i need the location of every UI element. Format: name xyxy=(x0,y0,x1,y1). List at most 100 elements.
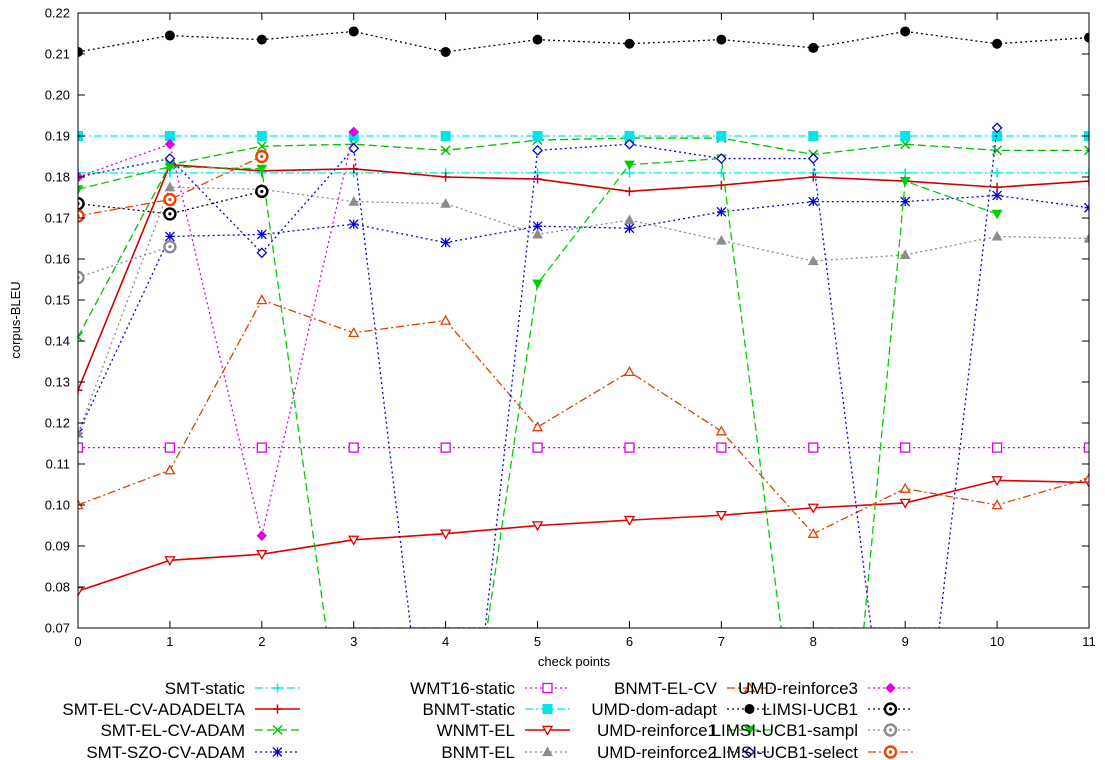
data-point xyxy=(532,131,543,141)
x-tick-label: 2 xyxy=(258,634,265,649)
data-point xyxy=(716,235,727,245)
data-point xyxy=(348,142,360,154)
legend-item: BNMT-EL-CV xyxy=(614,679,772,698)
legend-marker xyxy=(272,724,283,736)
data-point xyxy=(624,442,635,453)
series-line xyxy=(78,479,1089,592)
legend-label: SMT-EL-CV-ADAM xyxy=(100,721,245,740)
data-point xyxy=(1083,145,1089,156)
series-5 xyxy=(78,131,1089,141)
data-point xyxy=(624,223,635,234)
x-tick-label: 11 xyxy=(1082,634,1096,649)
series-2 xyxy=(78,133,1089,342)
data-point xyxy=(808,442,819,453)
data-point xyxy=(900,196,911,207)
y-tick-label: 0.21 xyxy=(45,47,70,62)
legend-item: UMD-reinforce1 xyxy=(597,721,772,740)
data-point xyxy=(164,231,175,242)
legend-label: SMT-static xyxy=(165,679,246,698)
legend-item: UMD-reinforce3 xyxy=(738,679,913,698)
data-point xyxy=(991,499,1003,510)
series-line xyxy=(78,155,263,217)
data-point xyxy=(348,535,360,546)
series-13 xyxy=(78,184,269,221)
legend-label: BNMT-static xyxy=(422,700,515,719)
legend-marker xyxy=(273,683,282,693)
data-point xyxy=(348,126,359,138)
y-tick-label: 0.12 xyxy=(45,416,70,431)
data-point xyxy=(348,26,359,37)
series-6 xyxy=(78,476,1089,597)
series-15 xyxy=(78,149,269,223)
legend-label: UMD-reinforce1 xyxy=(597,721,717,740)
series-line xyxy=(78,127,998,628)
data-point xyxy=(256,229,267,240)
legend-label: LIMSI-UCB1 xyxy=(763,700,858,719)
data-point xyxy=(78,168,83,178)
data-point xyxy=(623,515,636,527)
data-point xyxy=(532,221,543,232)
y-tick-label: 0.11 xyxy=(46,457,70,472)
data-point xyxy=(532,34,543,45)
data-point xyxy=(256,247,268,259)
data-point xyxy=(715,511,727,522)
legend-marker xyxy=(883,723,898,737)
series-4 xyxy=(78,442,1089,453)
data-point xyxy=(992,182,1002,192)
series-12 xyxy=(78,126,359,541)
data-point xyxy=(78,385,83,395)
legend-marker xyxy=(743,682,756,693)
legend-label: SMT-EL-CV-ADADELTA xyxy=(62,700,245,719)
y-tick-label: 0.18 xyxy=(45,170,70,185)
data-point xyxy=(900,26,911,37)
x-axis-label: check points xyxy=(538,654,611,669)
x-tick-label: 6 xyxy=(626,634,633,649)
legend-label: UMD-reinforce3 xyxy=(738,679,858,698)
legend-marker xyxy=(744,704,755,714)
legend-label: LIMSI-UCB1-select xyxy=(713,743,859,760)
series-line xyxy=(78,186,1089,434)
data-point xyxy=(164,556,176,567)
data-point xyxy=(256,141,267,152)
data-point xyxy=(716,442,727,453)
legend-item: LIMSI-UCB1-select xyxy=(713,743,913,760)
data-point xyxy=(991,209,1003,220)
legend-item: SMT-SZO-CV-ADAM xyxy=(86,743,300,760)
data-point xyxy=(440,529,452,540)
data-point xyxy=(440,46,451,57)
data-point xyxy=(716,206,727,217)
data-point xyxy=(532,442,543,453)
legend-marker xyxy=(744,746,755,758)
data-point xyxy=(624,160,635,171)
y-tick-label: 0.15 xyxy=(45,293,70,308)
legend-item: SMT-static xyxy=(165,679,300,698)
data-point xyxy=(163,207,177,221)
data-point xyxy=(532,144,543,156)
data-point xyxy=(992,168,1002,178)
series-line xyxy=(78,299,1089,535)
y-tick-label: 0.16 xyxy=(45,252,70,267)
legend-marker xyxy=(541,725,554,736)
data-point xyxy=(992,145,1003,156)
series-3 xyxy=(78,190,1089,439)
y-tick-label: 0.10 xyxy=(45,498,70,513)
data-point xyxy=(1083,472,1089,483)
data-point xyxy=(256,442,267,453)
data-point xyxy=(163,192,177,207)
series-line xyxy=(78,190,262,215)
data-point xyxy=(1084,176,1089,186)
series-11 xyxy=(78,122,1003,628)
y-tick-label: 0.09 xyxy=(45,539,70,554)
data-point xyxy=(348,219,359,230)
y-tick-label: 0.17 xyxy=(45,211,70,226)
series-14 xyxy=(78,239,177,285)
data-point xyxy=(256,549,268,561)
data-point xyxy=(808,131,819,141)
y-tick-label: 0.14 xyxy=(45,334,70,349)
plot-frame xyxy=(77,12,1090,629)
data-point xyxy=(991,442,1003,453)
data-point xyxy=(163,239,177,254)
data-point xyxy=(992,190,1003,201)
legend-item: UMD-reinforce2 xyxy=(597,743,772,760)
